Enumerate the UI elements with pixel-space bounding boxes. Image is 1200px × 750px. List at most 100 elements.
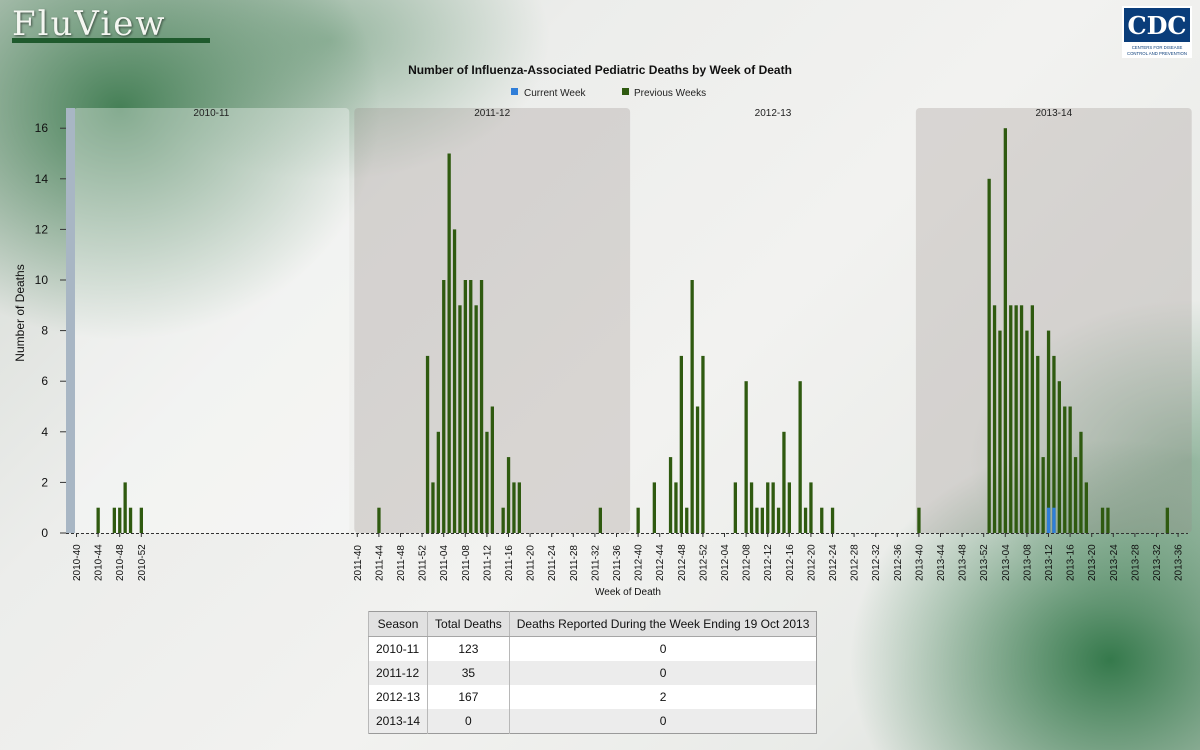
x-tick-label-2011-12: 2011-12: [482, 545, 493, 581]
table-row: 2013-14 0 0: [367, 709, 817, 734]
bar-previous-weeks-2010-52: [139, 507, 143, 533]
bar-previous-weeks-2013-13: [1052, 355, 1056, 533]
bar-previous-weeks-2013-16: [1068, 406, 1072, 533]
y-axis-ticks: 0 2 4 6 8 10 12 14 16: [35, 121, 66, 540]
bar-previous-weeks-2013-11: [1041, 457, 1045, 533]
bar-previous-weeks-2011-09: [469, 280, 473, 533]
cell-deaths-reported: 0: [508, 636, 817, 661]
bar-previous-weeks-2012-16: [787, 482, 791, 533]
bar-previous-weeks-2011-03: [436, 431, 440, 533]
bar-previous-weeks-2012-12: [766, 482, 770, 533]
x-tick-label-2013-04: 2013-04: [1001, 544, 1012, 581]
season-label-2010-11: 2010-11: [193, 108, 229, 119]
legend-swatch-current-week: [511, 88, 518, 95]
y-tick-label-4: 4: [41, 425, 48, 439]
x-tick-label-2011-04: 2011-04: [439, 545, 450, 581]
season-band-2013-14: [915, 108, 1192, 533]
bar-previous-weeks-2012-08: [744, 381, 748, 533]
x-tick-label-2012-20: 2012-20: [806, 544, 817, 581]
legend-label-current-week[interactable]: Current Week: [524, 88, 587, 99]
bar-previous-weeks-2013-12: [1046, 330, 1051, 533]
cdc-logo[interactable]: CDC CENTERS FOR DISEASE CONTROL AND PREV…: [1122, 6, 1192, 58]
x-tick-label-2011-28: 2011-28: [569, 545, 580, 581]
x-tick-label-2011-40: 2011-40: [353, 545, 364, 581]
cell-season: 2010-11: [367, 636, 428, 661]
bar-previous-weeks-2012-46: [668, 457, 673, 533]
bar-previous-weeks-2012-13: [771, 482, 775, 533]
cell-total-deaths: 123: [427, 636, 510, 661]
bar-previous-weeks-2011-12: [485, 431, 489, 533]
bar-previous-weeks-2013-34: [1165, 507, 1169, 533]
bar-previous-weeks-2013-02: [992, 305, 997, 533]
season-label-2013-14: 2013-14: [1035, 108, 1072, 119]
y-axis-title: Number of Deaths: [13, 264, 27, 361]
bar-previous-weeks-2011-05: [447, 153, 451, 533]
x-tick-label-2013-44: 2013-44: [936, 544, 947, 581]
pediatric-deaths-chart: 2010-11 2011-12 2012-13 2013-14 0 2 4 6 8 10 12 14…: [13, 63, 1192, 598]
bar-previous-weeks-2013-09: [1030, 305, 1034, 533]
table-header-row: Season Total Deaths Deaths Reported Duri…: [367, 611, 817, 637]
bar-previous-weeks-2013-03: [998, 330, 1002, 533]
x-tick-label-2011-48: 2011-48: [396, 545, 407, 581]
x-tick-label-2012-12: 2012-12: [763, 544, 774, 581]
x-tick-label-2013-28: 2013-28: [1130, 544, 1141, 581]
bar-previous-weeks-2011-16: [506, 457, 511, 533]
table-row: 2010-11 123 0: [367, 636, 817, 661]
table-row: 2011-12 35 0: [367, 661, 817, 685]
bar-previous-weeks-2012-19: [803, 507, 808, 533]
table-header-deaths-reported[interactable]: Deaths Reported During the Week Ending 1…: [508, 611, 817, 637]
cdc-tagline-1: CENTERS FOR DISEASE: [1132, 45, 1183, 50]
bar-previous-weeks-2012-52: [701, 355, 705, 533]
bar-previous-weeks-2012-10: [755, 507, 759, 533]
bar-current-week-2013-12: [1046, 507, 1051, 533]
x-tick-label-2013-24: 2013-24: [1109, 544, 1120, 581]
x-tick-label-2010-52: 2010-52: [137, 544, 148, 581]
bar-previous-weeks-2012-09: [749, 482, 754, 533]
bar-previous-weeks-2013-04: [1003, 128, 1007, 533]
legend-label-previous-weeks[interactable]: Previous Weeks: [634, 88, 706, 99]
x-tick-label-2012-32: 2012-32: [871, 544, 882, 581]
legend-swatch-previous-weeks: [622, 88, 629, 95]
x-tick-label-2012-16: 2012-16: [785, 544, 796, 581]
x-tick-label-2011-32: 2011-32: [590, 545, 601, 581]
bar-previous-weeks-2011-18: [517, 482, 521, 533]
bar-previous-weeks-2013-06: [1014, 305, 1018, 533]
chart-title: Number of Influenza-Associated Pediatric…: [408, 63, 792, 77]
x-tick-label-2012-28: 2012-28: [850, 544, 861, 581]
x-tick-label-2012-44: 2012-44: [655, 544, 666, 581]
bar-previous-weeks-2012-06: [733, 482, 737, 533]
bar-previous-weeks-2011-13: [490, 406, 494, 533]
fluview-logo: FluView: [12, 4, 167, 44]
bar-previous-weeks-2012-22: [820, 507, 824, 533]
y-tick-label-14: 14: [35, 172, 49, 186]
bar-previous-weeks-2012-48: [679, 355, 683, 533]
bar-previous-weeks-2011-07: [458, 305, 462, 533]
x-tick-label-2010-48: 2010-48: [115, 544, 126, 581]
x-tick-label-2011-08: 2011-08: [461, 545, 472, 581]
bar-previous-weeks-2011-08: [463, 280, 467, 533]
x-tick-label-2012-08: 2012-08: [742, 544, 753, 581]
logo-underline: [12, 38, 210, 43]
y-tick-label-6: 6: [41, 374, 48, 388]
bar-previous-weeks-2013-14: [1057, 381, 1061, 533]
season-summary-table: Season Total Deaths Deaths Reported Duri…: [367, 611, 818, 734]
cell-deaths-reported: 0: [508, 709, 817, 734]
table-row: 2012-13 167 2: [367, 685, 817, 709]
y-tick-label-2: 2: [41, 475, 48, 489]
cell-deaths-reported: 2: [508, 685, 817, 709]
x-tick-label-2010-44: 2010-44: [94, 544, 105, 581]
bar-previous-weeks-2011-06: [452, 229, 457, 533]
bar-previous-weeks-2013-05: [1009, 305, 1013, 533]
x-axis-title: Week of Death: [595, 587, 661, 598]
bar-previous-weeks-2013-10: [1036, 355, 1040, 533]
bar-previous-weeks-2012-24: [830, 507, 835, 533]
season-band-2010-11: [73, 108, 350, 533]
bar-previous-weeks-2013-08: [1025, 330, 1029, 533]
table-header-total-deaths[interactable]: Total Deaths: [427, 611, 510, 637]
x-tick-label-2013-52: 2013-52: [979, 544, 990, 581]
y-tick-label-10: 10: [35, 273, 49, 287]
table-header-season[interactable]: Season: [367, 611, 428, 637]
bar-previous-weeks-2013-23: [1106, 507, 1110, 533]
cell-season: 2012-13: [367, 685, 428, 709]
y-tick-label-16: 16: [35, 121, 49, 135]
